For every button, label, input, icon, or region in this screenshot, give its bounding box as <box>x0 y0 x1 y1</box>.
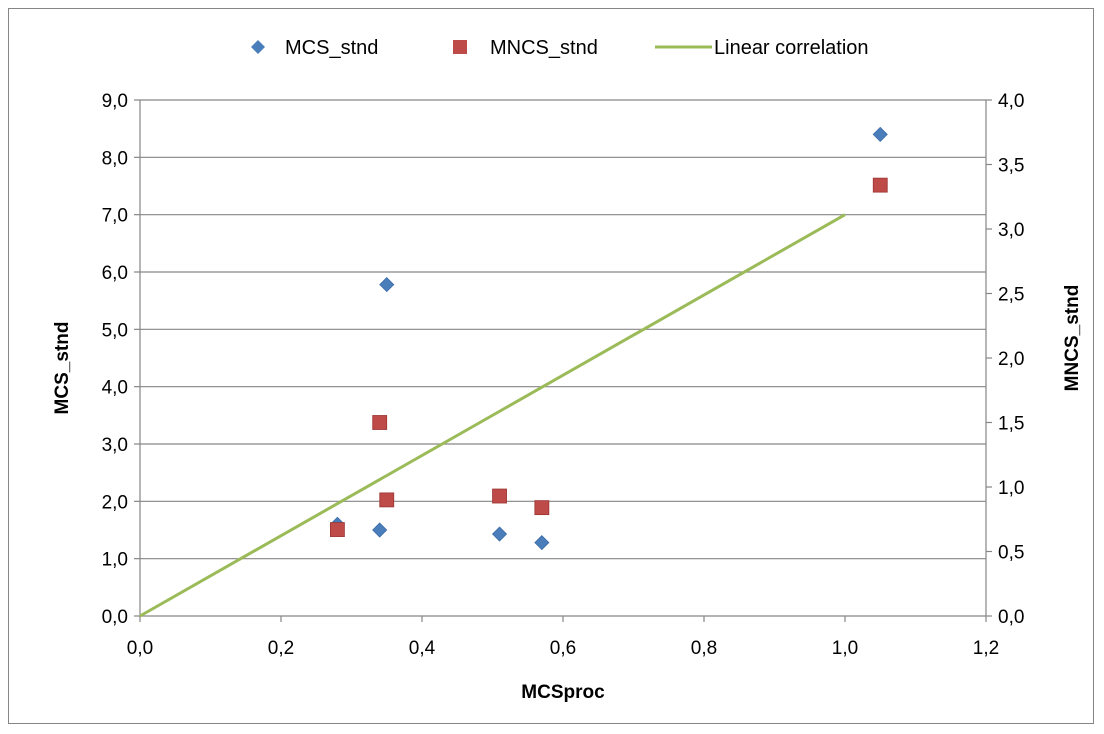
y-tick-label: 9,0 <box>102 91 128 112</box>
x-tick-label: 0,6 <box>550 638 576 659</box>
mncs-stnd-point <box>872 177 888 193</box>
y2-tick-label: 1,5 <box>998 414 1024 435</box>
mncs-stnd-point <box>534 500 550 516</box>
y-tick-label: 1,0 <box>102 550 128 571</box>
mncs-stnd-point <box>379 492 395 508</box>
mcs-stnd-point <box>491 526 508 542</box>
y2-tick-label: 0,0 <box>998 607 1024 628</box>
data-series <box>139 126 888 618</box>
chart-frame <box>8 8 1094 724</box>
y-tick-label: 4,0 <box>102 378 128 399</box>
legend-diamond-marker <box>251 40 265 54</box>
y2-tick-label: 2,5 <box>998 285 1024 306</box>
y2-tick-label: 2,0 <box>998 349 1024 370</box>
legend-item-linear: Linear correlation <box>655 37 869 59</box>
x-tick-label: 1,0 <box>832 638 858 659</box>
y-tick-label: 6,0 <box>102 263 128 284</box>
legend-label-mncs: MNCS_stnd <box>490 37 598 59</box>
y-tick-label: 5,0 <box>102 320 128 341</box>
y-tick-label: 0,0 <box>102 607 128 628</box>
mncs-stnd-point <box>329 522 345 537</box>
axes <box>139 100 987 617</box>
legend-square-marker <box>453 40 467 54</box>
mcs-stnd-point <box>372 522 388 538</box>
legend-label-linear: Linear correlation <box>714 37 869 59</box>
legend-item-mcs: MCS_stnd <box>251 37 378 59</box>
y2-tick-label: 3,5 <box>998 156 1024 177</box>
y-axis-title: MCS_stnd <box>52 322 73 415</box>
y-tick-label: 2,0 <box>102 492 128 513</box>
y2-tick-label: 3,0 <box>998 220 1024 241</box>
tick-labels: 0,0 1,0 2,0 3,0 4,0 5,0 6,0 7,0 8,0 9,0 0,0 0,5 1,0 1… <box>102 91 1025 659</box>
mcs-stnd-point <box>534 535 550 551</box>
x-tick-label: 1,2 <box>973 638 999 659</box>
x-tick-label: 0,8 <box>691 638 717 659</box>
gridlines <box>140 99 986 560</box>
x-tick-label: 0,4 <box>409 638 436 659</box>
x-tick-label: 0,2 <box>268 638 294 659</box>
legend: MCS_stnd MNCS_stnd Linear correlation <box>251 37 869 59</box>
y-tick-label: 3,0 <box>102 435 128 456</box>
y-tick-label: 7,0 <box>102 206 128 227</box>
y2-tick-label: 0,5 <box>998 543 1024 564</box>
y2-axis-title: MNCS_stnd <box>1062 285 1083 392</box>
mncs-stnd-point <box>372 415 388 430</box>
linear-correlation-line <box>139 213 846 618</box>
legend-label-mcs: MCS_stnd <box>285 37 378 59</box>
x-axis-title: MCSproc <box>521 682 605 703</box>
mncs-stnd-point <box>492 488 507 504</box>
x-tick-label: 0,0 <box>127 638 153 659</box>
mcs-stnd-point <box>379 277 395 293</box>
y2-tick-label: 1,0 <box>998 478 1024 499</box>
y-tick-label: 8,0 <box>102 148 128 169</box>
y2-tick-label: 4,0 <box>998 91 1024 112</box>
legend-item-mncs: MNCS_stnd <box>453 37 598 59</box>
mcs-stnd-point <box>872 126 888 142</box>
